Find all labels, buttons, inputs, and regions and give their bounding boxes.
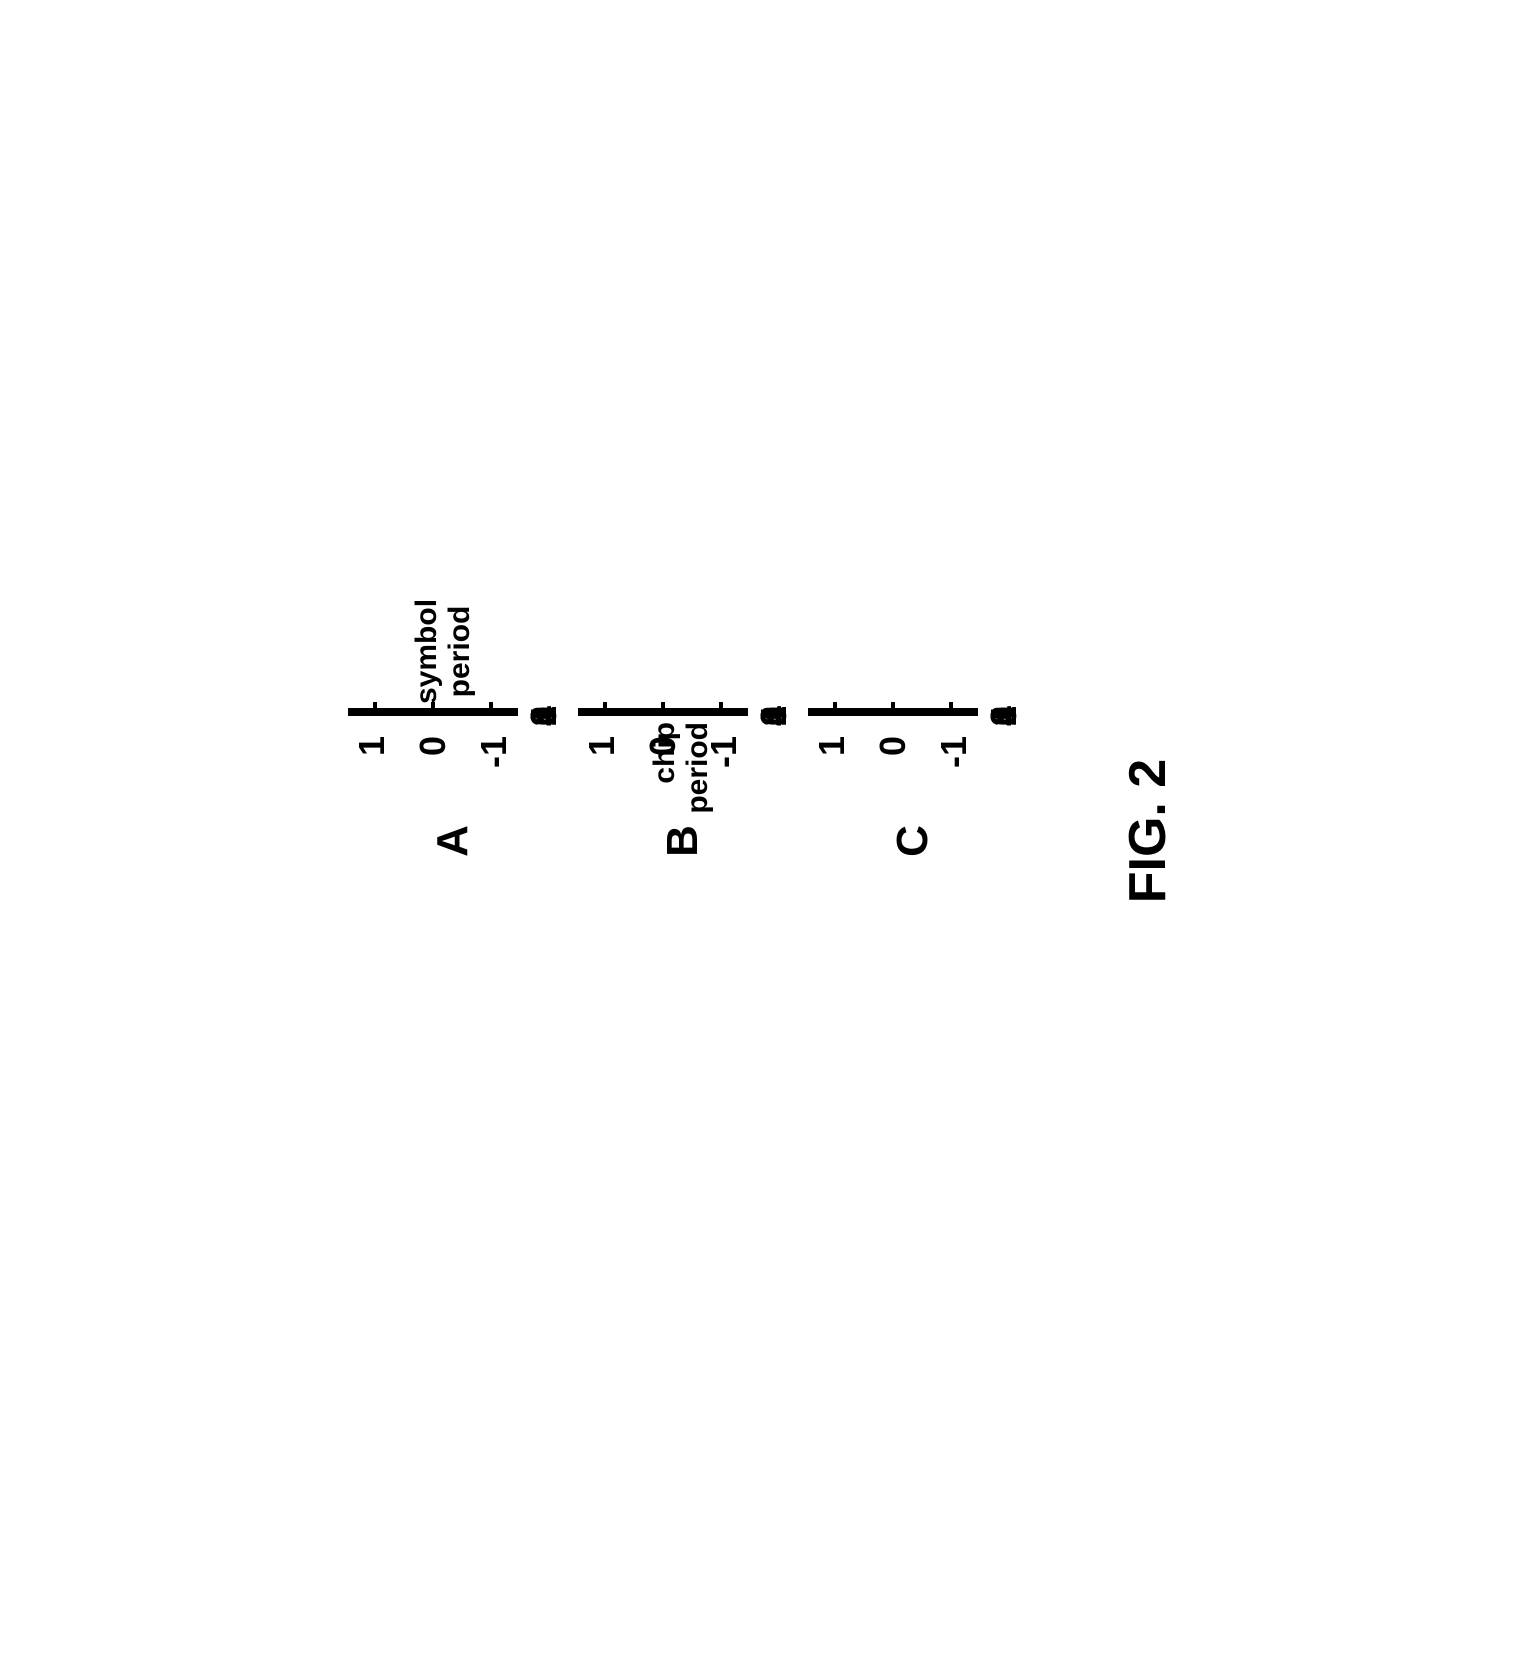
y-tick-label: 1 bbox=[811, 736, 853, 756]
y-tick bbox=[833, 702, 837, 716]
y-tick bbox=[488, 702, 492, 716]
y-tick-label: 1 bbox=[581, 736, 623, 756]
panel-label: A bbox=[428, 816, 478, 866]
y-tick-label: -1 bbox=[472, 736, 514, 768]
annotation-text: chipperiod bbox=[648, 722, 714, 814]
chart-panel-c: C-10101234 bbox=[798, 796, 1028, 866]
x-tick-label: 4 bbox=[983, 706, 1025, 726]
y-tick-label: -1 bbox=[932, 736, 974, 768]
y-tick bbox=[603, 702, 607, 716]
x-tick-top bbox=[348, 710, 362, 714]
x-tick-label: 4 bbox=[753, 706, 795, 726]
plot-area bbox=[808, 708, 978, 716]
y-tick-label: 0 bbox=[872, 736, 914, 756]
figure-container: A-101symbolperiod01234B-101chipperiod012… bbox=[338, 131, 1178, 1531]
y-tick-label: 0 bbox=[412, 736, 454, 756]
x-tick bbox=[964, 710, 978, 714]
x-tick bbox=[504, 710, 518, 714]
y-tick bbox=[891, 702, 895, 716]
panel-label: B bbox=[658, 816, 708, 866]
annotation-text: symbolperiod bbox=[410, 599, 476, 704]
chart-panel-b: B-101chipperiod01234 bbox=[568, 796, 798, 866]
x-tick bbox=[734, 710, 748, 714]
x-tick-top bbox=[808, 710, 822, 714]
plot-area: symbolperiod bbox=[348, 708, 518, 716]
figure-label: FIG. 2 bbox=[1118, 759, 1178, 903]
x-tick-label: 4 bbox=[523, 706, 565, 726]
chart-panel-a: A-101symbolperiod01234 bbox=[338, 796, 568, 866]
y-tick bbox=[373, 702, 377, 716]
x-tick-top bbox=[578, 710, 592, 714]
y-tick bbox=[661, 702, 665, 716]
y-tick-label: 1 bbox=[351, 736, 393, 756]
panels-container: A-101symbolperiod01234B-101chipperiod012… bbox=[338, 796, 1028, 866]
plot-area: chipperiod bbox=[578, 708, 748, 716]
y-tick bbox=[948, 702, 952, 716]
y-tick bbox=[431, 702, 435, 716]
panel-label: C bbox=[888, 816, 938, 866]
y-tick bbox=[718, 702, 722, 716]
